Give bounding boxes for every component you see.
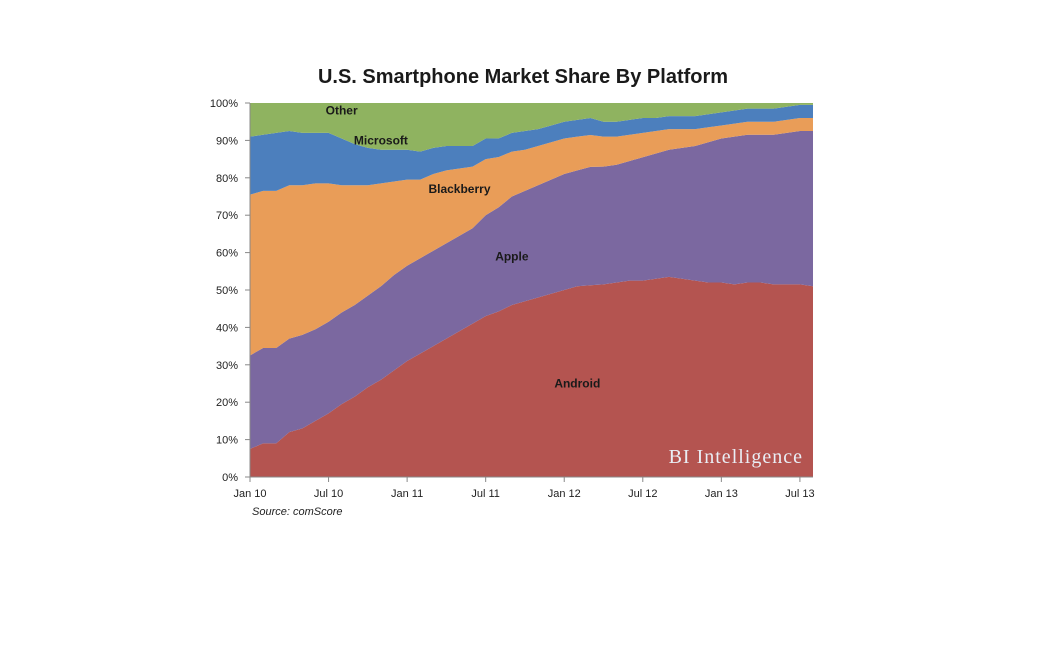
area-other	[250, 103, 813, 152]
y-tick-label: 100%	[210, 98, 238, 110]
series-label-apple: Apple	[495, 249, 529, 263]
source-note: Source: comScore	[252, 506, 342, 518]
x-tick-label: Jul 10	[314, 488, 343, 500]
x-tick-label: Jan 12	[548, 488, 581, 500]
y-tick-label: 90%	[216, 135, 238, 147]
y-tick-label: 0%	[222, 472, 238, 484]
y-tick-label: 50%	[216, 285, 238, 297]
x-tick-label: Jul 13	[785, 488, 814, 500]
area-android	[250, 276, 813, 477]
x-tick-label: Jul 11	[471, 488, 500, 500]
y-axis: 0% 10% 20% 30% 40% 50% 60% 70% 80% 90% 100%	[210, 98, 251, 484]
x-tick-label: Jan 11	[391, 488, 423, 500]
x-tick-label: Jul 12	[628, 488, 657, 500]
y-tick-label: 10%	[216, 435, 238, 447]
series-labels: Android Apple Blackberry Microsoft Other	[326, 103, 601, 390]
series-label-other: Other	[326, 103, 358, 117]
y-tick-label: 80%	[216, 173, 238, 185]
y-tick-label: 40%	[216, 322, 238, 334]
y-tick-label: 70%	[216, 210, 238, 222]
chart-title: U.S. Smartphone Market Share By Platform	[318, 66, 728, 88]
series-label-microsoft: Microsoft	[354, 133, 408, 147]
y-tick-label: 30%	[216, 360, 238, 372]
x-tick-label: Jan 13	[705, 488, 738, 500]
x-tick-label: Jan 10	[233, 488, 266, 500]
y-tick-label: 60%	[216, 248, 238, 260]
series-label-android: Android	[554, 377, 600, 391]
x-axis: Jan 10 Jul 10 Jan 11 Jul 11 Jan 12 Jul 12 Jan …	[233, 476, 815, 500]
area-apple	[250, 131, 813, 449]
series-areas	[250, 103, 813, 477]
area-blackberry	[250, 117, 813, 356]
area-microsoft	[250, 104, 813, 195]
bi-intelligence-watermark: BI Intelligence	[669, 446, 803, 468]
y-tick-label: 20%	[216, 397, 238, 409]
series-label-blackberry: Blackberry	[428, 182, 490, 196]
